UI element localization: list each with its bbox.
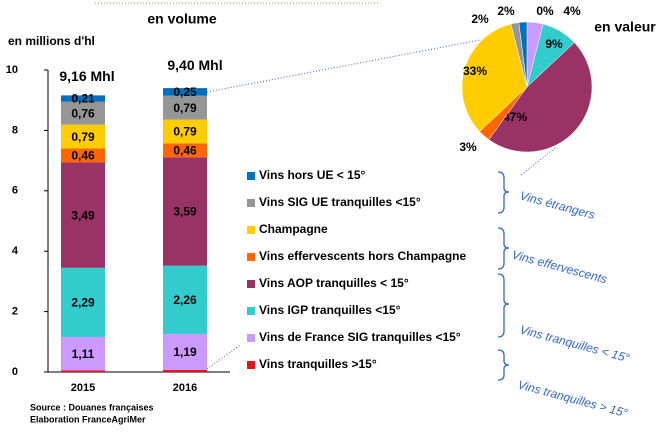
bar-segment	[61, 101, 105, 125]
legend-label: Vins AOP tranquilles < 15°	[259, 276, 409, 290]
data-label: 3,59	[173, 205, 197, 219]
legend-swatch	[247, 334, 255, 342]
source: Elaboration FranceAgriMer	[30, 414, 146, 424]
y-tick-label: 8	[12, 124, 18, 136]
data-label: 2%	[471, 12, 489, 26]
legend-label: Vins hors UE < 15°	[259, 168, 365, 182]
group-label: Vins tranquilles < 15°	[518, 322, 631, 365]
bar-segment	[61, 148, 105, 163]
legend-swatch	[247, 307, 255, 315]
subtitle: en volume	[147, 11, 216, 27]
bar-segment	[61, 370, 105, 372]
brackets	[497, 171, 510, 381]
data-label: 0,46	[71, 149, 95, 163]
data-label: 3,49	[71, 208, 95, 222]
data-label: 47%	[503, 110, 527, 124]
data-label: 0,79	[173, 125, 197, 139]
group-label: Vins effervescents	[510, 247, 608, 286]
legend-swatch	[247, 253, 255, 261]
bar-segment	[163, 333, 207, 370]
legend-swatch	[247, 226, 255, 234]
data-label: 0,25	[173, 85, 197, 99]
data-label: 3%	[459, 140, 477, 154]
group-label: Vins tranquilles > 15°	[516, 377, 629, 420]
pie-title: en valeur	[594, 19, 656, 35]
y-axis-label: en millions d'hl	[8, 34, 95, 48]
data-label: 0,21	[71, 92, 95, 106]
legend-swatch	[247, 172, 255, 180]
data-label: 1,19	[173, 345, 197, 359]
data-label: 0,79	[173, 101, 197, 115]
y-tick-label: 0	[12, 366, 18, 378]
connectors	[206, 39, 556, 370]
bar-segment	[163, 265, 207, 334]
bar-segment	[163, 143, 207, 158]
x-tick-label: 2016	[173, 382, 197, 394]
pie-slice	[518, 21, 528, 88]
bar-segment	[163, 157, 207, 266]
legend-label: Champagne	[259, 222, 328, 236]
bar-segment	[163, 95, 207, 120]
pie-slice	[461, 23, 528, 132]
bar-segment	[61, 162, 105, 268]
source: Source : Douanes françaises	[30, 402, 154, 412]
y-tick-label: 6	[12, 185, 18, 197]
group-label: Vins étrangers	[518, 188, 596, 221]
legend-swatch	[247, 361, 255, 369]
legend-label: Vins IGP tranquilles <15°	[259, 303, 401, 317]
y-tick-label: 2	[12, 306, 18, 318]
bar-segment	[163, 119, 207, 144]
x-tick-label: 2015	[71, 382, 95, 394]
bar-segment	[61, 336, 105, 371]
bar-segment	[163, 88, 207, 96]
data-label: 1,11	[72, 347, 95, 361]
legend-label: Vins effervescents hors Champagne	[259, 249, 467, 263]
bar-segment	[61, 267, 105, 337]
data-label: 33%	[463, 64, 487, 78]
data-label: 0%	[536, 4, 554, 18]
data-label: 4%	[563, 4, 581, 18]
bar-segment	[61, 124, 105, 149]
data-label: 2%	[497, 4, 515, 18]
total-label: 9,16 Mhl	[59, 68, 114, 84]
legend-swatch	[247, 280, 255, 288]
pie-slice	[488, 42, 593, 153]
data-label: 9%	[545, 37, 563, 51]
total-label: 9,40 Mhl	[167, 57, 222, 73]
y-tick-label: 4	[12, 245, 19, 257]
legend-swatch	[247, 199, 255, 207]
legend-label: Vins de France SIG tranquilles <15°	[259, 330, 461, 344]
legend-label: Vins SIG UE tranquilles <15°	[259, 195, 421, 209]
bar-segment	[163, 369, 207, 372]
data-label: 0,76	[71, 106, 95, 120]
data-label: 0,79	[71, 130, 95, 144]
bar-segment	[61, 95, 105, 102]
data-label: 2,29	[71, 296, 95, 310]
data-label: 0,46	[173, 144, 197, 158]
data-label: 2,26	[173, 293, 197, 307]
y-tick-label: 10	[6, 64, 18, 76]
legend-label: Vins tranquilles >15°	[259, 357, 377, 371]
